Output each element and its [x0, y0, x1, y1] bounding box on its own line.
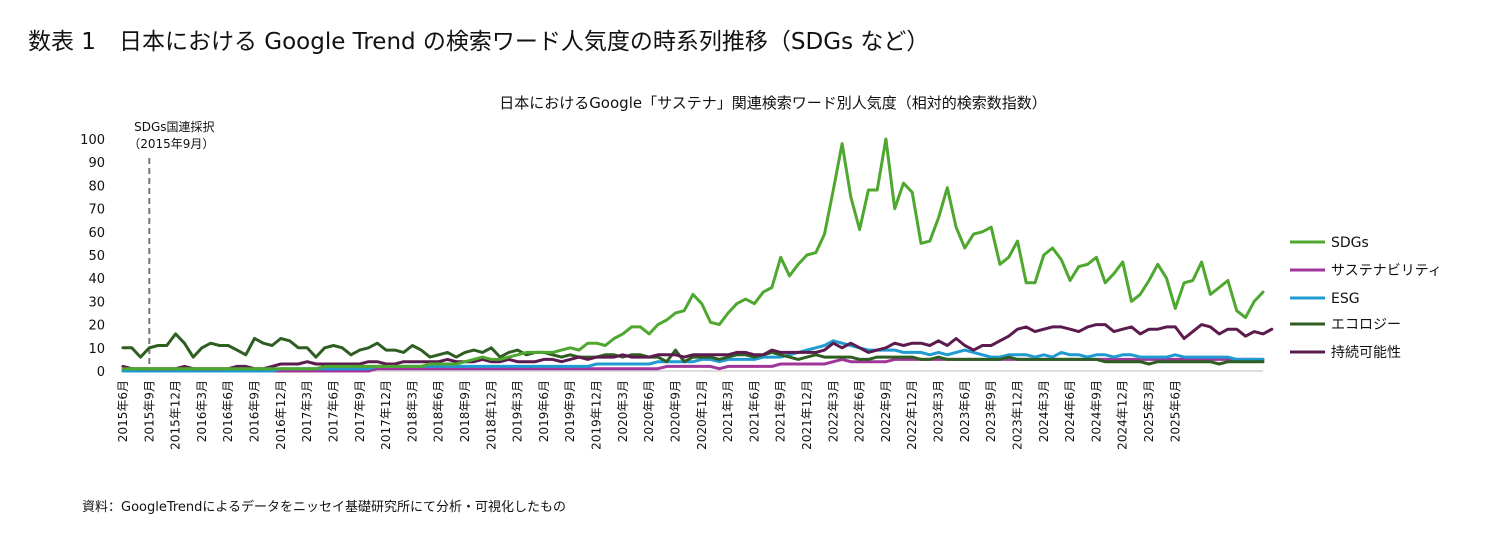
x-axis: 2015年6月 2015年9月 2015年12月 2016年3月 2016年6月 2016…: [116, 380, 1182, 450]
y-tick-label: 30: [88, 295, 105, 310]
series-line-3: [121, 332, 1265, 366]
annotation-group: SDGs国連採択 （2015年9月）: [128, 120, 215, 371]
x-tick-label: 2015年12月: [169, 380, 183, 450]
x-tick-label: 2021年9月: [774, 380, 788, 442]
y-tick-label: 60: [88, 226, 105, 241]
x-tick-label: 2018年9月: [458, 380, 472, 442]
x-tick-label: 2018年6月: [432, 380, 446, 442]
y-tick-label: 100: [80, 133, 105, 148]
y-tick-label: 10: [88, 342, 105, 357]
y-axis: 0 10 20 30 40 50 60 70 80 90 100: [80, 133, 1263, 380]
legend-label: 持続可能性: [1331, 344, 1401, 361]
y-tick-label: 40: [88, 272, 105, 287]
x-tick-label: 2025年3月: [1142, 380, 1156, 442]
y-tick-label: 50: [88, 249, 105, 264]
x-tick-label: 2023年9月: [984, 380, 998, 442]
annotation-sublabel: （2015年9月）: [128, 137, 214, 151]
legend-label: ESG: [1331, 291, 1360, 307]
x-tick-label: 2017年3月: [300, 380, 314, 442]
y-tick-label: 0: [97, 365, 105, 380]
legend-label: SDGs: [1331, 235, 1369, 251]
y-tick-label: 70: [88, 203, 105, 218]
figure-title: 数表 1 日本における Google Trend の検索ワード人気度の時系列推移…: [28, 29, 930, 55]
x-tick-label: 2023年6月: [958, 380, 972, 442]
x-tick-label: 2022年12月: [905, 380, 919, 450]
x-tick-label: 2016年12月: [274, 380, 288, 450]
x-tick-label: 2015年9月: [142, 380, 156, 442]
source-note: 資料：GoogleTrendによるデータをニッセイ基礎研究所にて分析・可視化した…: [82, 500, 567, 515]
x-tick-label: 2025年6月: [1168, 380, 1182, 442]
series-line-4: [121, 323, 1274, 371]
x-tick-label: 2022年6月: [853, 380, 867, 442]
x-tick-label: 2024年9月: [1089, 380, 1103, 442]
x-tick-label: 2017年12月: [379, 380, 393, 450]
x-tick-label: 2020年6月: [642, 380, 656, 442]
y-tick-label: 80: [88, 179, 105, 194]
x-tick-label: 2024年6月: [1063, 380, 1077, 442]
x-tick-label: 2021年12月: [800, 380, 814, 450]
x-tick-label: 2023年12月: [1010, 380, 1024, 450]
x-tick-label: 2019年12月: [590, 380, 604, 450]
chart-title: 日本におけるGoogle「サステナ」関連検索ワード別人気度（相対的検索数指数）: [499, 94, 1047, 112]
annotation-label: SDGs国連採択: [134, 120, 214, 134]
x-tick-label: 2020年9月: [668, 380, 682, 442]
x-tick-label: 2019年3月: [511, 380, 525, 442]
legend-label: サステナビリティ: [1331, 263, 1442, 279]
x-tick-label: 2019年9月: [563, 380, 577, 442]
x-tick-label: 2015年6月: [116, 380, 130, 442]
x-tick-label: 2017年6月: [326, 380, 340, 442]
x-tick-label: 2016年3月: [195, 380, 209, 442]
x-tick-label: 2021年6月: [747, 380, 761, 442]
x-tick-label: 2016年9月: [248, 380, 262, 442]
x-tick-label: 2019年6月: [537, 380, 551, 442]
y-tick-label: 20: [88, 319, 105, 334]
x-tick-label: 2021年3月: [721, 380, 735, 442]
x-tick-label: 2024年12月: [1116, 380, 1130, 450]
x-tick-label: 2020年3月: [616, 380, 630, 442]
legend-label: エコロジー: [1331, 317, 1401, 333]
y-tick-label: 90: [88, 156, 105, 171]
x-tick-label: 2020年12月: [695, 380, 709, 450]
series-layer: [121, 137, 1274, 373]
x-tick-label: 2016年6月: [221, 380, 235, 442]
x-tick-label: 2018年12月: [484, 380, 498, 450]
x-tick-label: 2017年9月: [353, 380, 367, 442]
x-tick-label: 2023年3月: [932, 380, 946, 442]
x-tick-label: 2022年9月: [879, 380, 893, 442]
x-tick-label: 2022年3月: [826, 380, 840, 442]
x-tick-label: 2018年3月: [405, 380, 419, 442]
series-line-0: [121, 137, 1265, 371]
x-tick-label: 2024年3月: [1037, 380, 1051, 442]
